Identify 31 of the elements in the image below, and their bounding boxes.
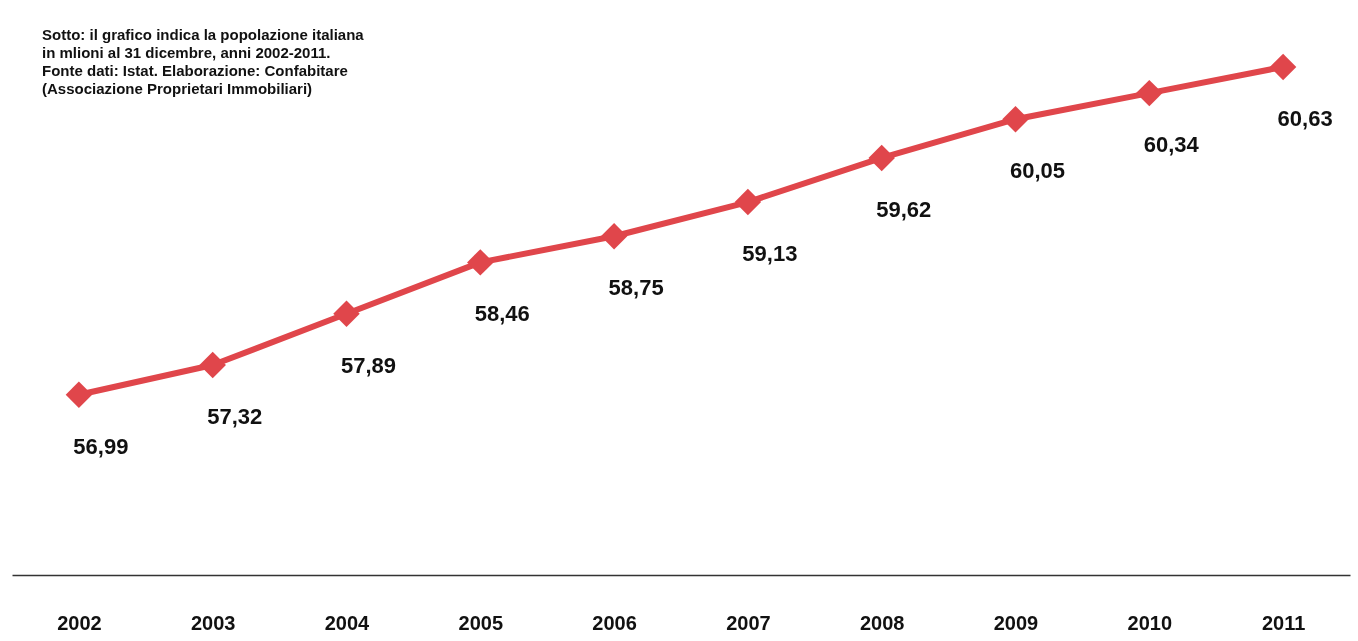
x-tick-label: 2004 bbox=[324, 611, 371, 634]
data-label: 56,99 bbox=[73, 433, 129, 459]
x-tick-label: 2009 bbox=[993, 611, 1039, 634]
point bbox=[1269, 53, 1297, 81]
data-label: 60,63 bbox=[1277, 105, 1333, 131]
x-tick-label: 2011 bbox=[1261, 611, 1306, 634]
point bbox=[65, 381, 93, 408]
x-tick-label: 2005 bbox=[458, 611, 504, 634]
point bbox=[1002, 105, 1029, 133]
x-tick-label: 2006 bbox=[592, 611, 637, 634]
data-label: 57,89 bbox=[340, 352, 397, 378]
x-tick-label: 2008 bbox=[859, 611, 905, 634]
data-label: 59,13 bbox=[742, 241, 798, 267]
x-tick-label: 2007 bbox=[726, 611, 771, 634]
x-tick-label: 2002 bbox=[57, 611, 102, 634]
data-label: 58,46 bbox=[474, 301, 530, 327]
point bbox=[199, 351, 226, 379]
point bbox=[868, 144, 895, 172]
x-tick-label: 2010 bbox=[1127, 611, 1173, 634]
data-label: 58,75 bbox=[608, 275, 664, 301]
data-label: 57,32 bbox=[207, 404, 263, 430]
point bbox=[333, 300, 360, 327]
point bbox=[734, 188, 762, 216]
point bbox=[1136, 79, 1163, 107]
data-label: 60,05 bbox=[1009, 158, 1066, 184]
point bbox=[600, 223, 628, 250]
data-label: 59,62 bbox=[876, 196, 932, 222]
data-label: 60,34 bbox=[1143, 132, 1200, 158]
annotation: Sotto: il grafico indica la popolazione italiana in mlioni al 31 dicembre, anni 2002-2011. Fonte dati: Istat. Elaborazione: Confabitare (Associazione Proprietari Immobiliari) bbox=[42, 26, 365, 97]
point bbox=[467, 249, 494, 276]
x-tick-label: 2003 bbox=[190, 611, 236, 634]
